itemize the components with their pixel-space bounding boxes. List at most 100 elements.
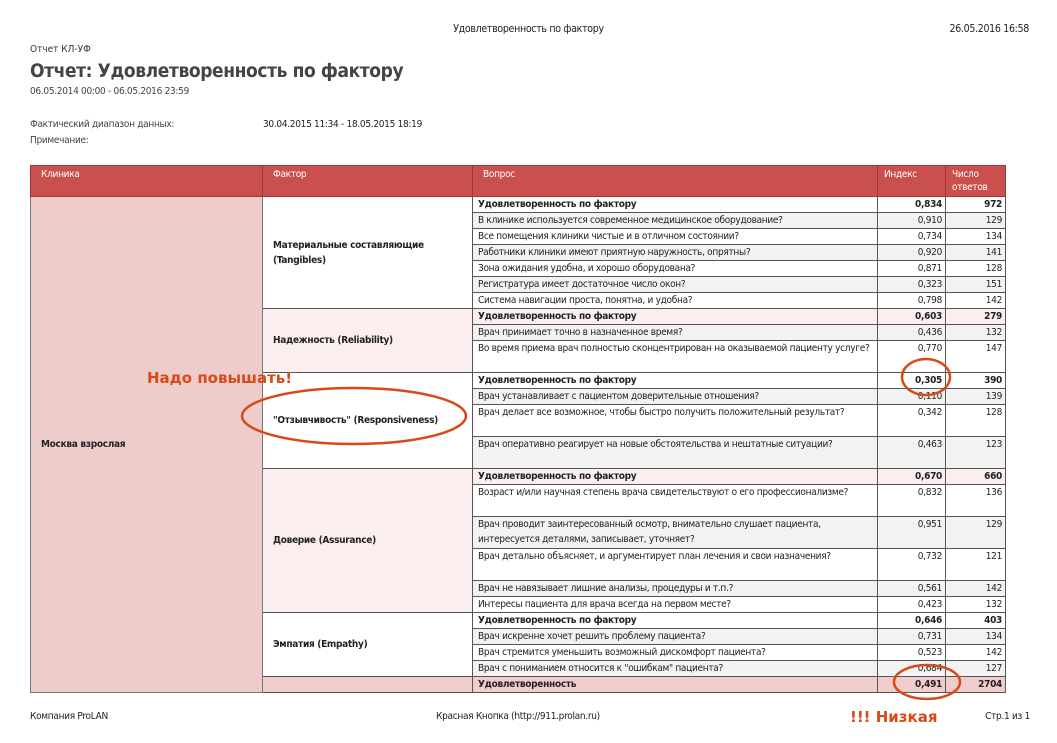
index-cell: 0,731 xyxy=(877,628,946,645)
actual-range-value: 30.04.2015 11:34 - 18.05.2015 18:19 xyxy=(263,119,423,130)
count-cell: 132 xyxy=(945,324,1006,341)
index-cell: 0,734 xyxy=(877,228,946,245)
table-row: Работники клиники имеют приятную наружно… xyxy=(31,244,1006,261)
factor-summary-row: Надежность (Reliability) Удовлетворенност… xyxy=(31,308,1006,373)
question-cell: Врач с пониманием относится к "ошибкам" … xyxy=(472,660,878,677)
page-header-title: Удовлетворенность по фактору xyxy=(453,23,604,35)
index-cell: 0,523 xyxy=(877,644,946,661)
footer-page: Стр.1 из 1 xyxy=(985,711,1030,722)
count-cell: 121 xyxy=(945,548,1006,581)
index-cell: 0,110 xyxy=(877,388,946,405)
question-cell: Врач детально объясняет, и аргументирует… xyxy=(472,548,878,581)
column-header-question: Вопрос xyxy=(472,165,878,197)
count-cell: 660 xyxy=(945,468,1006,485)
footer-link[interactable]: Красная Кнопка (http://911.prolan.ru) xyxy=(436,711,600,722)
index-cell: 0,770 xyxy=(877,340,946,373)
question-cell: Регистратура имеет достаточное число око… xyxy=(472,276,878,293)
question-cell: Во время приема врач полностью сконцентр… xyxy=(472,340,878,373)
table-row: Врач детально объясняет, и аргументирует… xyxy=(31,548,1006,581)
table-row: Все помещения клиники чистые и в отлично… xyxy=(31,228,1006,245)
index-cell: 0,342 xyxy=(877,404,946,437)
page-header-datetime: 26.05.2016 16:58 xyxy=(949,23,1030,35)
table-row: Врач делает все возможное, чтобы быстро … xyxy=(31,404,1006,437)
question-cell: Врач устанавливает с пациентом доверител… xyxy=(472,388,878,405)
total-label: Удовлетворенность xyxy=(472,676,878,693)
count-cell: 128 xyxy=(945,404,1006,437)
index-cell: 0,423 xyxy=(877,596,946,613)
index-cell: 0,798 xyxy=(877,292,946,309)
count-cell: 142 xyxy=(945,580,1006,597)
count-cell: 134 xyxy=(945,228,1006,245)
count-cell: 129 xyxy=(945,212,1006,229)
column-header-factor: Фактор xyxy=(262,165,473,197)
table-row: Интересы пациента для врача всегда на пе… xyxy=(31,596,1006,613)
actual-range-label: Фактический диапазон данных: xyxy=(30,119,175,130)
question-cell: Врач искренне хочет решить проблему паци… xyxy=(472,628,878,645)
table-row: Врач проводит заинтересованный осмотр, в… xyxy=(31,516,1006,549)
index-cell: 0,670 xyxy=(877,468,946,485)
question-cell: Врач не навязывает лишние анализы, проце… xyxy=(472,580,878,597)
count-cell: 139 xyxy=(945,388,1006,405)
question-cell: Удовлетворенность по фактору xyxy=(472,196,878,213)
index-cell: 0,834 xyxy=(877,196,946,213)
table-row: Регистратура имеет достаточное число око… xyxy=(31,276,1006,293)
index-cell: 0,920 xyxy=(877,244,946,261)
note-label: Примечание: xyxy=(30,135,89,146)
index-cell: 0,684 xyxy=(877,660,946,677)
table-header-row: Клиника Фактор Вопрос Индекс Число ответ… xyxy=(30,165,1006,197)
table-row: Врач искренне хочет решить проблему паци… xyxy=(31,628,1006,645)
count-cell: 128 xyxy=(945,260,1006,277)
count-cell: 141 xyxy=(945,244,1006,261)
count-cell: 142 xyxy=(945,644,1006,661)
question-cell: Удовлетворенность по фактору xyxy=(472,308,878,325)
index-cell: 0,436 xyxy=(877,324,946,341)
report-table: Клиника Фактор Вопрос Индекс Число ответ… xyxy=(30,165,1006,693)
count-cell: 279 xyxy=(945,308,1006,325)
count-cell: 127 xyxy=(945,660,1006,677)
question-cell: Врач принимает точно в назначенное время… xyxy=(472,324,878,341)
table-row: Система навигации проста, понятна, и удо… xyxy=(31,292,1006,309)
question-cell: Удовлетворенность по фактору xyxy=(472,612,878,629)
count-cell: 132 xyxy=(945,596,1006,613)
index-cell: 0,603 xyxy=(877,308,946,325)
question-cell: Возраст и/или научная степень врача свид… xyxy=(472,484,878,517)
question-cell: Удовлетворенность по фактору xyxy=(472,468,878,485)
count-cell: 142 xyxy=(945,292,1006,309)
question-cell: Удовлетворенность по фактору xyxy=(472,372,878,389)
table-row: Во время приема врач полностью сконцентр… xyxy=(31,340,1006,373)
index-cell: 0,871 xyxy=(877,260,946,277)
report-code: Отчет КЛ-УФ xyxy=(30,44,91,55)
index-cell: 0,832 xyxy=(877,484,946,517)
factor-cell: "Отзывчивость" (Responsiveness) xyxy=(262,372,473,469)
question-cell: Врач проводит заинтересованный осмотр, в… xyxy=(472,516,878,549)
count-cell: 136 xyxy=(945,484,1006,517)
factor-cell: Материальные составляющие (Tangibles) xyxy=(262,196,473,309)
index-cell: 0,646 xyxy=(877,612,946,629)
factor-summary-row: Москва взрослая Материальные составляющие… xyxy=(30,196,1006,693)
index-cell: 0,561 xyxy=(877,580,946,597)
column-header-count: Число ответов xyxy=(945,165,1006,197)
footer-company: Компания ProLAN xyxy=(30,711,108,722)
count-cell: 147 xyxy=(945,340,1006,373)
column-header-index: Индекс xyxy=(877,165,946,197)
count-cell: 151 xyxy=(945,276,1006,293)
question-cell: Интересы пациента для врача всегда на пе… xyxy=(472,596,878,613)
index-cell: 0,323 xyxy=(877,276,946,293)
report-title: Отчет: Удовлетворенность по фактору xyxy=(30,60,404,82)
count-cell: 390 xyxy=(945,372,1006,389)
question-cell: Система навигации проста, понятна, и удо… xyxy=(472,292,878,309)
total-count: 2704 xyxy=(945,676,1006,693)
question-cell: Работники клиники имеют приятную наружно… xyxy=(472,244,878,261)
count-cell: 972 xyxy=(945,196,1006,213)
question-cell: В клинике используется современное медиц… xyxy=(472,212,878,229)
index-cell: 0,910 xyxy=(877,212,946,229)
index-cell: 0,732 xyxy=(877,548,946,581)
question-cell: Зона ожидания удобна, и хорошо оборудова… xyxy=(472,260,878,277)
question-cell: Врач оперативно реагирует на новые обсто… xyxy=(472,436,878,469)
question-cell: Все помещения клиники чистые и в отлично… xyxy=(472,228,878,245)
factor-cell: Эмпатия (Empathy) xyxy=(262,612,473,677)
index-cell: 0,305 xyxy=(877,372,946,389)
count-cell: 403 xyxy=(945,612,1006,629)
index-cell: 0,463 xyxy=(877,436,946,469)
question-cell: Врач стремится уменьшить возможный диско… xyxy=(472,644,878,661)
